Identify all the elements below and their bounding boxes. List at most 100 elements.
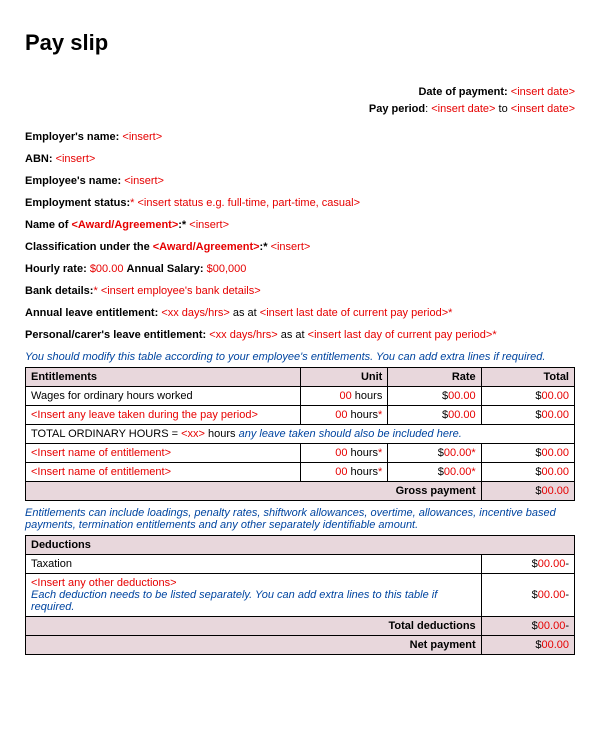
ent-r3-prefix: TOTAL ORDINARY HOURS =	[31, 428, 181, 440]
ent-r1-unit-suf: hours	[352, 390, 383, 402]
ded-r2-suf: -	[565, 589, 569, 601]
gross-value: 00.00	[541, 485, 569, 497]
salary-value: $00,000	[207, 263, 247, 275]
ded-r2-label: <Insert any other deductions>	[31, 577, 177, 589]
award-prefix: Name of	[25, 219, 71, 231]
class-prefix: Classification under the	[25, 241, 153, 253]
award-red: <Award/Agreement>	[71, 219, 178, 231]
status-label: Employment status:	[25, 197, 130, 209]
ent-h1: Entitlements	[26, 368, 301, 387]
table-row: <Insert any leave taken during the pay p…	[26, 406, 575, 425]
class-value: <insert>	[271, 241, 311, 253]
period-from: <insert date>	[431, 103, 495, 115]
note-1: You should modify this table according t…	[25, 351, 575, 363]
status-value: <insert status e.g. full-time, part-time…	[137, 197, 360, 209]
personal-leave-star: *	[492, 329, 496, 341]
period-to: <insert date>	[511, 103, 575, 115]
personal-leave-xx: <xx days/hrs>	[209, 329, 277, 341]
employee-value: <insert>	[124, 175, 164, 187]
ent-h3: Rate	[388, 368, 481, 387]
total-ded-v: 00.00	[538, 620, 566, 632]
ent-r2-unit-pre: 00	[335, 409, 347, 421]
bank-star: *	[93, 285, 97, 297]
ent-r2-rate: 00.00	[448, 409, 476, 421]
deductions-table: Deductions Taxation $00.00- <Insert any …	[25, 535, 575, 655]
hourly-label: Hourly rate:	[25, 263, 87, 275]
award-value: <insert>	[189, 219, 229, 231]
abn-label: ABN:	[25, 153, 53, 165]
ent-r4-star: *	[378, 447, 382, 459]
ent-r2-unit-suf: hours	[347, 409, 378, 421]
ent-r4-total: 00.00	[541, 447, 569, 459]
bank-value: <insert employee's bank details>	[101, 285, 261, 297]
date-value: <insert date>	[511, 86, 575, 98]
table-row: Wages for ordinary hours worked 00 hours…	[26, 387, 575, 406]
gross-row: Gross payment $00.00	[26, 482, 575, 501]
entitlements-table: Entitlements Unit Rate Total Wages for o…	[25, 367, 575, 501]
fields-block: Employer's name: <insert> ABN: <insert> …	[25, 131, 575, 341]
ent-r5-unit-pre: 00	[335, 466, 347, 478]
ded-r2-note: Each deduction needs to be listed separa…	[31, 589, 437, 613]
total-ded-label: Total deductions	[388, 620, 475, 632]
personal-leave-label: Personal/carer's leave entitlement:	[25, 329, 206, 341]
ent-r5-rate: 00.00	[444, 466, 472, 478]
period-label: Pay period	[369, 103, 425, 115]
class-suffix: :*	[260, 241, 268, 253]
net-row: Net payment $00.00	[26, 636, 575, 655]
ent-r1-unit-pre: 00	[340, 390, 352, 402]
ent-r1-label: Wages for ordinary hours worked	[26, 387, 301, 406]
ent-r3-xx: <xx>	[181, 428, 205, 440]
hourly-value: $00.00	[90, 263, 124, 275]
ded-r1-suf: -	[565, 558, 569, 570]
ent-r5-total: 00.00	[541, 466, 569, 478]
date-label: Date of payment:	[418, 86, 507, 98]
ded-r2-v: 00.00	[538, 589, 566, 601]
award-suffix: :*	[178, 219, 186, 231]
ent-r1-rate: 00.00	[448, 390, 476, 402]
ent-h4: Total	[481, 368, 574, 387]
personal-leave-date: <insert last day of current pay period>	[308, 329, 493, 341]
ent-r4-rate-star: *	[471, 447, 475, 459]
employer-value: <insert>	[122, 131, 162, 143]
annual-leave-label: Annual leave entitlement:	[25, 307, 158, 319]
class-red: <Award/Agreement>	[153, 241, 260, 253]
ent-r2-label: <Insert any leave taken during the pay p…	[26, 406, 301, 425]
annual-leave-date: <insert last date of current pay period>	[260, 307, 448, 319]
table-row: <Insert any other deductions>Each deduct…	[26, 574, 575, 617]
annual-leave-star: *	[448, 307, 452, 319]
ent-r2-total: 00.00	[541, 409, 569, 421]
abn-value: <insert>	[56, 153, 96, 165]
net-label: Net payment	[410, 639, 476, 651]
table-row: <Insert name of entitlement> 00 hours* $…	[26, 444, 575, 463]
ent-r3-mid: hours	[205, 428, 239, 440]
ent-r2-star: *	[378, 409, 382, 421]
ent-r5-star: *	[378, 466, 382, 478]
ent-r5-rate-star: *	[471, 466, 475, 478]
ent-r4-unit-pre: 00	[335, 447, 347, 459]
ded-h1: Deductions	[26, 536, 575, 555]
annual-leave-asat: as at	[230, 307, 260, 319]
note-2: Entitlements can include loadings, penal…	[25, 507, 575, 531]
annual-leave-xx: <xx days/hrs>	[161, 307, 229, 319]
salary-label: Annual Salary:	[127, 263, 204, 275]
personal-leave-asat: as at	[278, 329, 308, 341]
ent-h2: Unit	[300, 368, 388, 387]
header-block: Date of payment: <insert date> Pay perio…	[25, 84, 575, 117]
ent-r3-blue: any leave taken should also be included …	[239, 428, 462, 440]
ded-r1-label: Taxation	[26, 555, 482, 574]
table-row: TOTAL ORDINARY HOURS = <xx> hours any le…	[26, 425, 575, 444]
employer-label: Employer's name:	[25, 131, 119, 143]
ent-r4-unit-suf: hours	[347, 447, 378, 459]
page-title: Pay slip	[25, 30, 575, 56]
table-row: <Insert name of entitlement> 00 hours* $…	[26, 463, 575, 482]
ded-r1-v: 00.00	[538, 558, 566, 570]
table-row: Taxation $00.00-	[26, 555, 575, 574]
total-ded-suf: -	[565, 620, 569, 632]
net-v: 00.00	[541, 639, 569, 651]
ent-r5-label: <Insert name of entitlement>	[26, 463, 301, 482]
status-star: *	[130, 197, 134, 209]
employee-label: Employee's name:	[25, 175, 121, 187]
gross-label: Gross payment	[396, 485, 476, 497]
ent-r4-label: <Insert name of entitlement>	[26, 444, 301, 463]
total-ded-row: Total deductions $00.00-	[26, 617, 575, 636]
